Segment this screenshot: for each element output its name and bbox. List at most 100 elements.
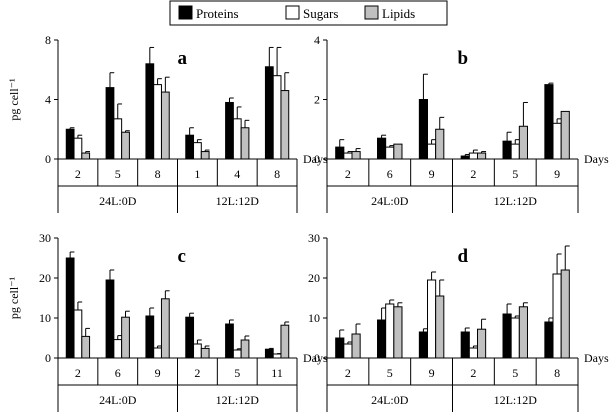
bar-b-lipids-1 <box>393 143 403 160</box>
panel-label-a: a <box>178 48 188 69</box>
y-tick-label-c-2: 20 <box>39 271 51 285</box>
legend-box <box>169 0 448 26</box>
x-tick-label-a-5: 8 <box>274 167 280 181</box>
panel-label-d: d <box>458 246 469 267</box>
bar-d-lipids-1 <box>393 306 403 359</box>
x-tick-label-c-0: 2 <box>75 366 81 380</box>
bar-b-sugars-0 <box>343 152 353 160</box>
x-tick-label-d-2: 9 <box>429 366 435 380</box>
x-tick-label-b-4: 5 <box>512 167 518 181</box>
x-tick-label-d-4: 5 <box>512 366 518 380</box>
bar-c-sugars-1 <box>113 339 123 359</box>
group-label-d-0: 24L:0D <box>371 393 409 407</box>
x-tick-label-d-1: 5 <box>387 366 393 380</box>
y-tick-label-d-1: 10 <box>308 311 320 325</box>
y-tick-label-d-2: 20 <box>308 271 320 285</box>
group-label-a-1: 12L:12D <box>216 194 260 208</box>
bar-a-sugars-5 <box>272 75 282 160</box>
panel-label-c: c <box>178 246 186 267</box>
x-tick-label-a-0: 2 <box>75 167 81 181</box>
x-axis-title-a: Days <box>303 152 328 166</box>
bar-c-sugars-0 <box>73 309 83 359</box>
bar-a-lipids-3 <box>200 151 210 160</box>
bar-d-proteins-5 <box>544 321 554 359</box>
bar-d-lipids-0 <box>351 333 361 359</box>
bar-c-lipids-4 <box>240 339 250 359</box>
bar-c-proteins-2 <box>145 315 155 359</box>
bar-b-sugars-1 <box>385 146 395 160</box>
y-tick-label-a-0: 0 <box>45 152 51 166</box>
panel-label-b: b <box>458 48 469 69</box>
bar-c-proteins-3 <box>185 316 195 359</box>
bar-a-proteins-0 <box>65 128 75 160</box>
bar-c-sugars-5 <box>272 353 282 359</box>
x-tick-label-a-4: 4 <box>234 167 240 181</box>
bar-b-lipids-5 <box>560 110 570 160</box>
bar-b-proteins-0 <box>335 146 345 160</box>
y-axis-title-c: pg cell⁻¹ <box>7 276 21 319</box>
bar-c-lipids-5 <box>280 324 290 359</box>
x-axis-title-c: Days <box>303 351 328 365</box>
bar-c-lipids-0 <box>81 335 91 359</box>
bar-a-sugars-0 <box>73 137 83 160</box>
x-tick-label-d-3: 2 <box>470 366 476 380</box>
y-tick-label-b-0: 0 <box>314 152 320 166</box>
panel-a: 0 4 8 2 5 8 1 4 8 24L:0D 12L:12D a Days pg cell⁻¹ <box>7 33 328 213</box>
bar-d-sugars-0 <box>343 343 353 359</box>
bar-b-proteins-2 <box>418 99 429 160</box>
x-tick-label-b-5: 9 <box>554 167 560 181</box>
x-tick-label-a-1: 5 <box>115 167 121 181</box>
panel-c: 0 10 20 30 2 6 9 2 5 11 24L:0D 12L:12D c Days pg cell⁻… <box>7 231 328 412</box>
y-tick-label-b-2: 4 <box>314 33 320 47</box>
panels: 0 4 8 2 5 8 1 4 8 24L:0D 12L:12D a Days pg cell⁻¹ 0 2 4 2… <box>7 33 609 412</box>
x-tick-label-c-5: 11 <box>271 366 283 380</box>
bar-d-proteins-3 <box>460 331 470 359</box>
legend: Proteins Sugars Lipids <box>169 0 448 26</box>
y-tick-label-c-0: 0 <box>45 351 51 365</box>
bar-c-proteins-1 <box>105 279 115 359</box>
bar-d-proteins-0 <box>335 337 345 359</box>
bar-d-proteins-1 <box>377 319 387 359</box>
bar-c-proteins-5 <box>264 348 274 359</box>
bar-a-sugars-1 <box>113 118 123 160</box>
x-axis-title-b: Days <box>584 152 609 166</box>
bar-b-proteins-5 <box>544 84 554 160</box>
bar-a-sugars-3 <box>193 142 202 160</box>
bar-b-lipids-4 <box>518 125 528 160</box>
y-tick-label-d-3: 30 <box>308 231 320 245</box>
bar-b-sugars-5 <box>552 122 562 160</box>
bar-d-sugars-1 <box>385 303 395 359</box>
bar-d-lipids-2 <box>435 295 445 359</box>
bar-b-lipids-2 <box>435 128 445 160</box>
bar-c-lipids-2 <box>160 298 170 359</box>
bar-c-proteins-0 <box>65 257 75 359</box>
legend-swatch-lipids <box>364 5 379 20</box>
y-tick-label-b-1: 2 <box>314 93 320 107</box>
x-tick-label-d-5: 8 <box>554 366 560 380</box>
bar-d-lipids-5 <box>560 269 570 359</box>
x-axis-title-d: Days <box>584 351 609 365</box>
group-label-b-0: 24L:0D <box>371 194 409 208</box>
bar-c-lipids-3 <box>200 347 210 359</box>
bar-b-proteins-4 <box>502 140 512 160</box>
x-tick-label-b-2: 9 <box>429 167 435 181</box>
bar-c-proteins-4 <box>225 323 234 359</box>
bar-b-sugars-2 <box>427 143 437 160</box>
bar-d-sugars-2 <box>427 279 437 359</box>
x-tick-label-b-1: 6 <box>387 167 393 181</box>
bar-d-proteins-4 <box>502 313 512 359</box>
y-tick-label-a-1: 4 <box>45 93 51 107</box>
group-label-d-1: 12L:12D <box>494 393 538 407</box>
bar-a-lipids-2 <box>160 91 170 160</box>
bar-c-sugars-4 <box>232 349 242 359</box>
legend-label-proteins: Proteins <box>196 6 239 21</box>
bar-a-proteins-2 <box>145 63 155 160</box>
x-tick-label-c-2: 9 <box>155 366 161 380</box>
bar-b-lipids-0 <box>351 151 361 160</box>
y-tick-label-c-1: 10 <box>39 311 51 325</box>
legend-label-lipids: Lipids <box>382 6 415 21</box>
bar-b-sugars-4 <box>510 143 520 160</box>
legend-label-sugars: Sugars <box>303 6 338 21</box>
bar-a-sugars-4 <box>232 118 242 160</box>
x-tick-label-b-3: 2 <box>470 167 476 181</box>
